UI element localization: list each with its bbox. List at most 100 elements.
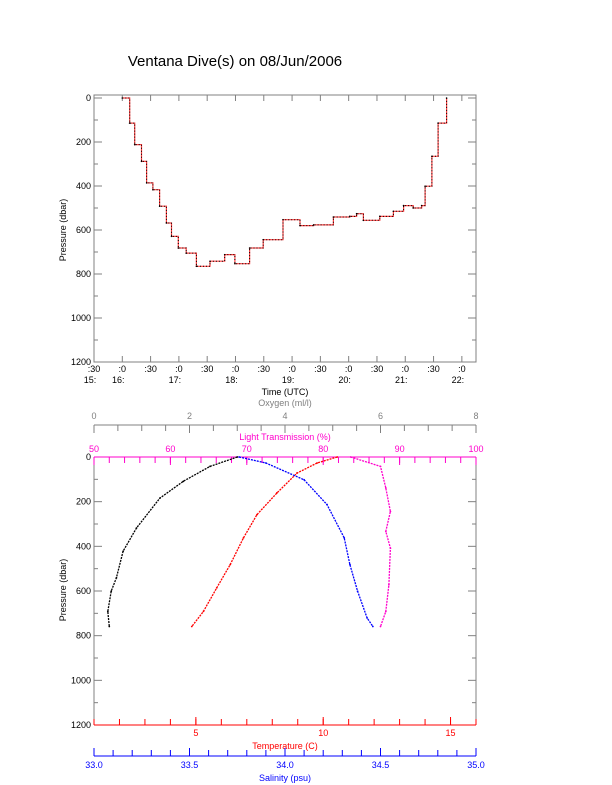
salinity-point xyxy=(371,625,374,628)
pressure-trace xyxy=(122,97,448,267)
light-point xyxy=(379,465,382,468)
salinity-point xyxy=(343,536,346,539)
temperature-point xyxy=(336,456,339,458)
temperature-profile xyxy=(191,456,338,627)
salinity-tick-label: 35.0 xyxy=(467,760,485,770)
salinity-tick-label: 34.5 xyxy=(372,760,390,770)
oxygen-tick-label: 6 xyxy=(378,411,383,421)
x-tick-label: :0 xyxy=(288,364,296,374)
light-profile xyxy=(350,456,392,627)
data-point xyxy=(234,262,236,265)
oxygen-tick-label: 2 xyxy=(187,411,192,421)
salinity-tick-label: 33.5 xyxy=(181,760,199,770)
x-tick-label: :0 xyxy=(119,364,127,374)
data-point xyxy=(128,122,131,124)
light-point xyxy=(384,530,387,533)
data-point xyxy=(158,205,161,208)
data-point xyxy=(152,188,154,191)
data-point xyxy=(424,185,426,188)
data-point xyxy=(392,210,395,213)
temperature-point xyxy=(256,513,258,516)
x-tick-label: :30 xyxy=(88,364,101,374)
data-point xyxy=(431,155,433,158)
temperature-point xyxy=(242,536,245,539)
light-tick-label: 90 xyxy=(395,444,405,454)
oxygen-point xyxy=(135,527,138,529)
light-tick-label: 50 xyxy=(89,444,99,454)
temperature-point xyxy=(215,586,218,589)
x-tick-label: :0 xyxy=(402,364,410,374)
temperature-axis-label: Temperature (C) xyxy=(252,741,318,751)
temperature-point xyxy=(202,610,205,613)
x-tick-label: :0 xyxy=(345,364,353,374)
data-point xyxy=(348,215,351,218)
profile-plot: 0 200 400 600 800 1000 1200 Pressure (dbar) 0 2 4 6… xyxy=(58,398,485,783)
salinity-point xyxy=(356,590,359,593)
oxygen-point xyxy=(158,497,161,499)
x-tick-label: :0 xyxy=(458,364,466,374)
data-point xyxy=(121,97,124,99)
data-point xyxy=(362,219,365,222)
pressure-trace-dots xyxy=(122,97,448,267)
data-point xyxy=(223,253,226,256)
x-tick-label: :30 xyxy=(314,364,327,374)
data-point xyxy=(262,238,265,241)
data-point xyxy=(195,265,198,268)
pressure-time-plot: 020040060080010001200:3015::016::30:017:… xyxy=(58,93,477,397)
temperature-point xyxy=(190,625,193,628)
data-point xyxy=(165,222,168,224)
data-point xyxy=(177,247,180,249)
light-point xyxy=(389,547,392,550)
data-point xyxy=(332,216,335,218)
light-point xyxy=(349,456,352,458)
light-point xyxy=(389,510,392,513)
data-point xyxy=(209,260,211,263)
data-point xyxy=(355,212,358,215)
x-tick-label: 19: xyxy=(282,375,295,385)
data-point xyxy=(299,224,301,227)
light-point xyxy=(384,487,387,489)
temperature-point xyxy=(229,563,232,566)
x-tick-label: 15: xyxy=(84,375,97,385)
salinity-point xyxy=(265,462,267,464)
data-point xyxy=(378,215,381,218)
oxygen-point xyxy=(236,456,239,458)
data-point xyxy=(402,204,405,207)
data-point xyxy=(282,218,284,221)
light-tick-label: 80 xyxy=(318,444,328,454)
data-point xyxy=(445,97,448,99)
y-tick-label: 200 xyxy=(76,497,91,507)
salinity-axis-label: Salinity (psu) xyxy=(259,773,311,783)
y-tick-label: 1200 xyxy=(71,720,91,730)
oxygen-point xyxy=(110,590,113,593)
light-axis-label: Light Transmission (%) xyxy=(239,432,331,442)
data-point xyxy=(412,207,414,209)
oxygen-point xyxy=(106,610,109,613)
y-tick-label: 800 xyxy=(76,631,91,641)
oxygen-profile xyxy=(107,456,238,627)
x-tick-label: 16: xyxy=(112,375,125,385)
light-point xyxy=(388,583,390,586)
oxygen-point xyxy=(182,480,185,483)
x-tick-label: :30 xyxy=(144,364,157,374)
y-tick-label: 400 xyxy=(76,541,91,551)
x-axis-label: Time (UTC) xyxy=(262,387,309,397)
salinity-point xyxy=(349,563,351,566)
x-tick-label: :30 xyxy=(371,364,384,374)
data-point xyxy=(437,122,439,124)
data-point xyxy=(133,143,136,146)
light-tick-label: 100 xyxy=(468,444,483,454)
temperature-point xyxy=(275,492,278,494)
salinity-point xyxy=(366,617,369,619)
chart-title: Ventana Dive(s) on 08/Jun/2006 xyxy=(128,53,342,70)
oxygen-tick-label: 8 xyxy=(473,411,478,421)
x-tick-label: 22: xyxy=(452,375,465,385)
temperature-tick-label: 5 xyxy=(193,728,198,738)
x-tick-label: 17: xyxy=(169,375,182,385)
light-tick-label: 60 xyxy=(165,444,175,454)
y-tick-label: 600 xyxy=(76,225,91,235)
data-point xyxy=(145,182,148,184)
y-tick-label: 400 xyxy=(76,181,91,191)
data-point xyxy=(312,224,315,226)
